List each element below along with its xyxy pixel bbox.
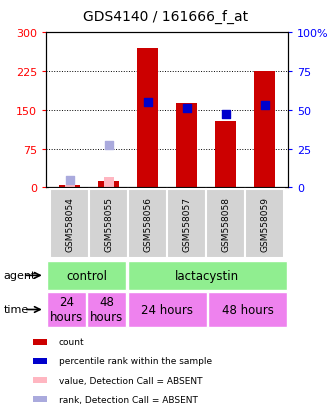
Text: 24 hours: 24 hours <box>141 303 193 316</box>
Text: rank, Detection Call = ABSENT: rank, Detection Call = ABSENT <box>59 395 198 404</box>
Bar <box>128 293 207 327</box>
Text: GSM558056: GSM558056 <box>143 197 152 252</box>
Point <box>262 102 267 109</box>
Bar <box>87 293 126 327</box>
Point <box>67 177 72 183</box>
Text: 48
hours: 48 hours <box>90 296 123 324</box>
Text: value, Detection Call = ABSENT: value, Detection Call = ABSENT <box>59 376 203 385</box>
Text: GSM558054: GSM558054 <box>65 197 74 252</box>
Bar <box>65 185 74 188</box>
Bar <box>33 358 47 364</box>
Bar <box>245 189 284 259</box>
Bar <box>254 72 275 188</box>
Text: 24
hours: 24 hours <box>50 296 83 324</box>
Bar <box>33 396 47 402</box>
Bar <box>98 182 119 188</box>
Point <box>184 106 189 112</box>
Text: agent: agent <box>3 271 36 281</box>
Bar <box>104 178 114 188</box>
Bar <box>47 261 126 290</box>
Bar <box>33 377 47 383</box>
Bar <box>128 189 167 259</box>
Bar <box>167 189 206 259</box>
Bar <box>33 339 47 345</box>
Text: time: time <box>3 305 28 315</box>
Bar <box>137 48 159 188</box>
Bar <box>176 104 197 188</box>
Point <box>223 112 228 119</box>
Bar <box>206 189 245 259</box>
Point <box>145 100 150 106</box>
Text: lactacystin: lactacystin <box>175 269 240 282</box>
Bar <box>215 122 236 188</box>
Bar <box>47 293 86 327</box>
Text: GSM558059: GSM558059 <box>260 197 269 252</box>
Text: GDS4140 / 161666_f_at: GDS4140 / 161666_f_at <box>83 10 248 24</box>
Text: 48 hours: 48 hours <box>222 303 274 316</box>
Text: control: control <box>66 269 107 282</box>
Text: percentile rank within the sample: percentile rank within the sample <box>59 357 212 366</box>
Text: count: count <box>59 337 84 347</box>
Bar <box>59 185 80 188</box>
Bar <box>50 189 89 259</box>
Bar <box>89 189 128 259</box>
Text: GSM558057: GSM558057 <box>182 197 191 252</box>
Bar <box>208 293 287 327</box>
Point <box>106 143 111 150</box>
Text: GSM558058: GSM558058 <box>221 197 230 252</box>
Bar <box>128 261 287 290</box>
Text: GSM558055: GSM558055 <box>104 197 113 252</box>
